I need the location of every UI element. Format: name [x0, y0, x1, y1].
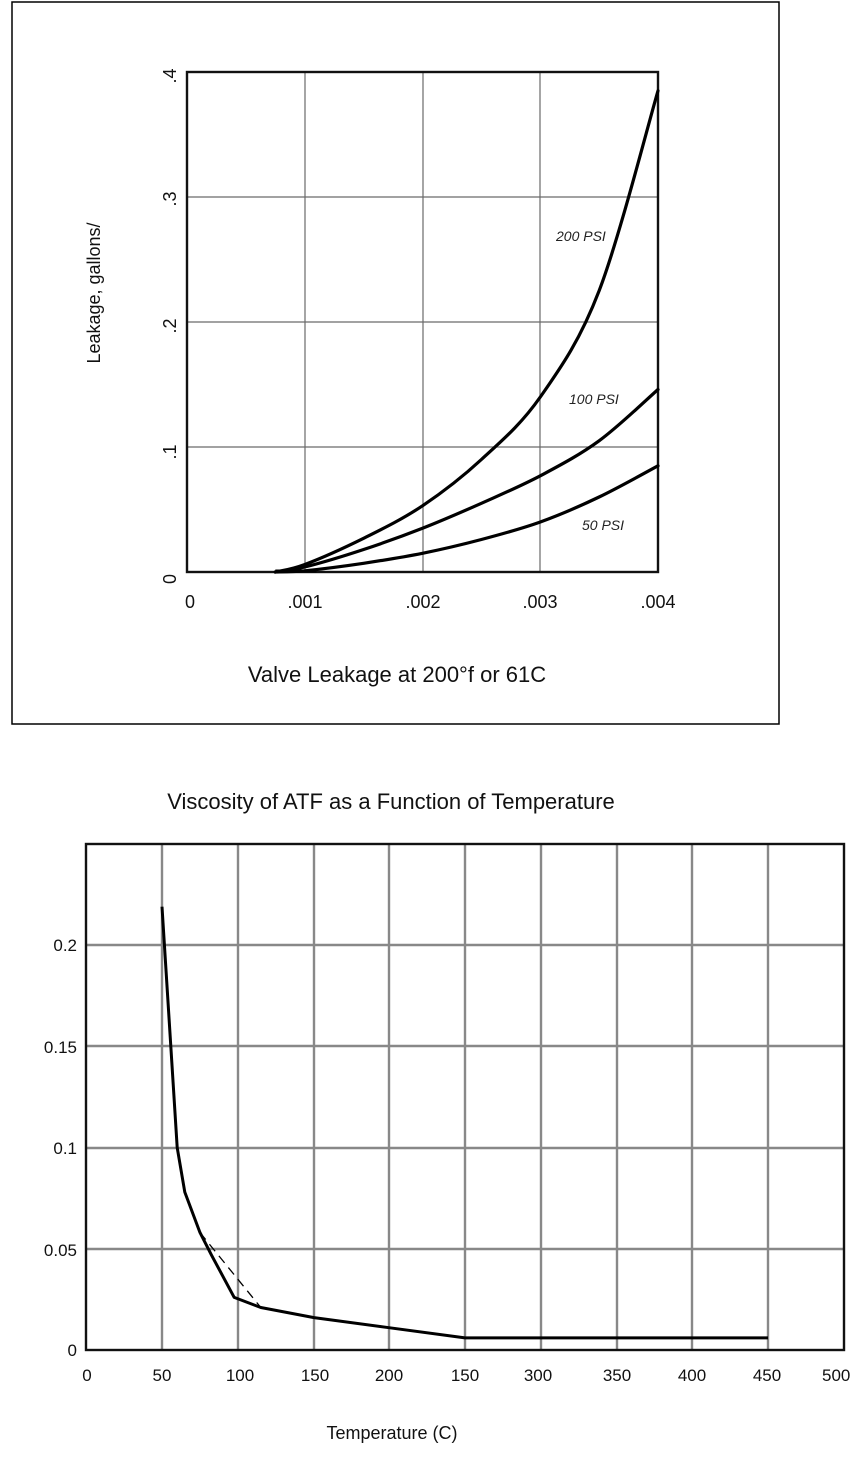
series-50-psi-label: 50 PSI: [582, 517, 624, 533]
viscosity-x-tick-8: 400: [678, 1366, 706, 1385]
viscosity-x-tick-9: 450: [753, 1366, 781, 1385]
viscosity-chart: Viscosity of ATF as a Function of Temper…: [44, 789, 850, 1443]
leakage-plot-box: [185, 70, 660, 574]
leakage-x-tick-0: 0: [185, 592, 195, 612]
series-100-psi-line: [273, 387, 660, 574]
series-100-psi-label: 100 PSI: [569, 391, 619, 407]
leakage-y-tick-4: .4: [160, 68, 180, 83]
leakage-chart: 200 PSI 100 PSI 50 PSI 0 .001 .002 .003 …: [11, 1, 780, 725]
viscosity-y-tick-2: 0.1: [53, 1139, 77, 1158]
viscosity-x-axis-label: Temperature (C): [326, 1423, 457, 1443]
leakage-y-tick-2: .2: [160, 318, 180, 333]
leakage-x-tick-1: .001: [287, 592, 322, 612]
series-200-psi-label: 200 PSI: [555, 228, 606, 244]
leakage-x-tick-2: .002: [405, 592, 440, 612]
series-200-psi-line: [273, 89, 660, 574]
viscosity-y-tick-1: 0.05: [44, 1241, 77, 1260]
viscosity-grid: [86, 844, 844, 1350]
leakage-x-tick-3: .003: [522, 592, 557, 612]
leakage-y-axis-label: Leakage, gallons/: [84, 222, 104, 363]
leakage-chart-frame: [11, 1, 780, 725]
viscosity-y-tick-0: 0: [68, 1341, 77, 1360]
viscosity-y-tick-4: 0.2: [53, 936, 77, 955]
viscosity-dashed-fit-line: [199, 1232, 262, 1308]
leakage-y-tick-1: .1: [160, 444, 180, 459]
viscosity-x-tick-6: 300: [524, 1366, 552, 1385]
leakage-y-tick-3: .3: [160, 191, 180, 206]
viscosity-x-tick-3: 150: [301, 1366, 329, 1385]
viscosity-x-tick-10: 500: [822, 1366, 850, 1385]
viscosity-y-tick-3: 0.15: [44, 1038, 77, 1057]
viscosity-x-tick-4: 200: [375, 1366, 403, 1385]
viscosity-x-tick-5: 150: [451, 1366, 479, 1385]
viscosity-x-tick-0: 0: [82, 1366, 91, 1385]
viscosity-x-tick-7: 350: [603, 1366, 631, 1385]
viscosity-series-line: [160, 906, 768, 1340]
leakage-x-tick-4: .004: [640, 592, 675, 612]
viscosity-title: Viscosity of ATF as a Function of Temper…: [167, 789, 615, 814]
leakage-y-tick-0: 0: [160, 574, 180, 584]
viscosity-plot-box: [84, 842, 846, 1352]
viscosity-x-tick-1: 50: [153, 1366, 172, 1385]
viscosity-x-tick-2: 100: [226, 1366, 254, 1385]
leakage-grid: [187, 72, 658, 572]
leakage-caption: Valve Leakage at 200°f or 61C: [248, 662, 546, 687]
